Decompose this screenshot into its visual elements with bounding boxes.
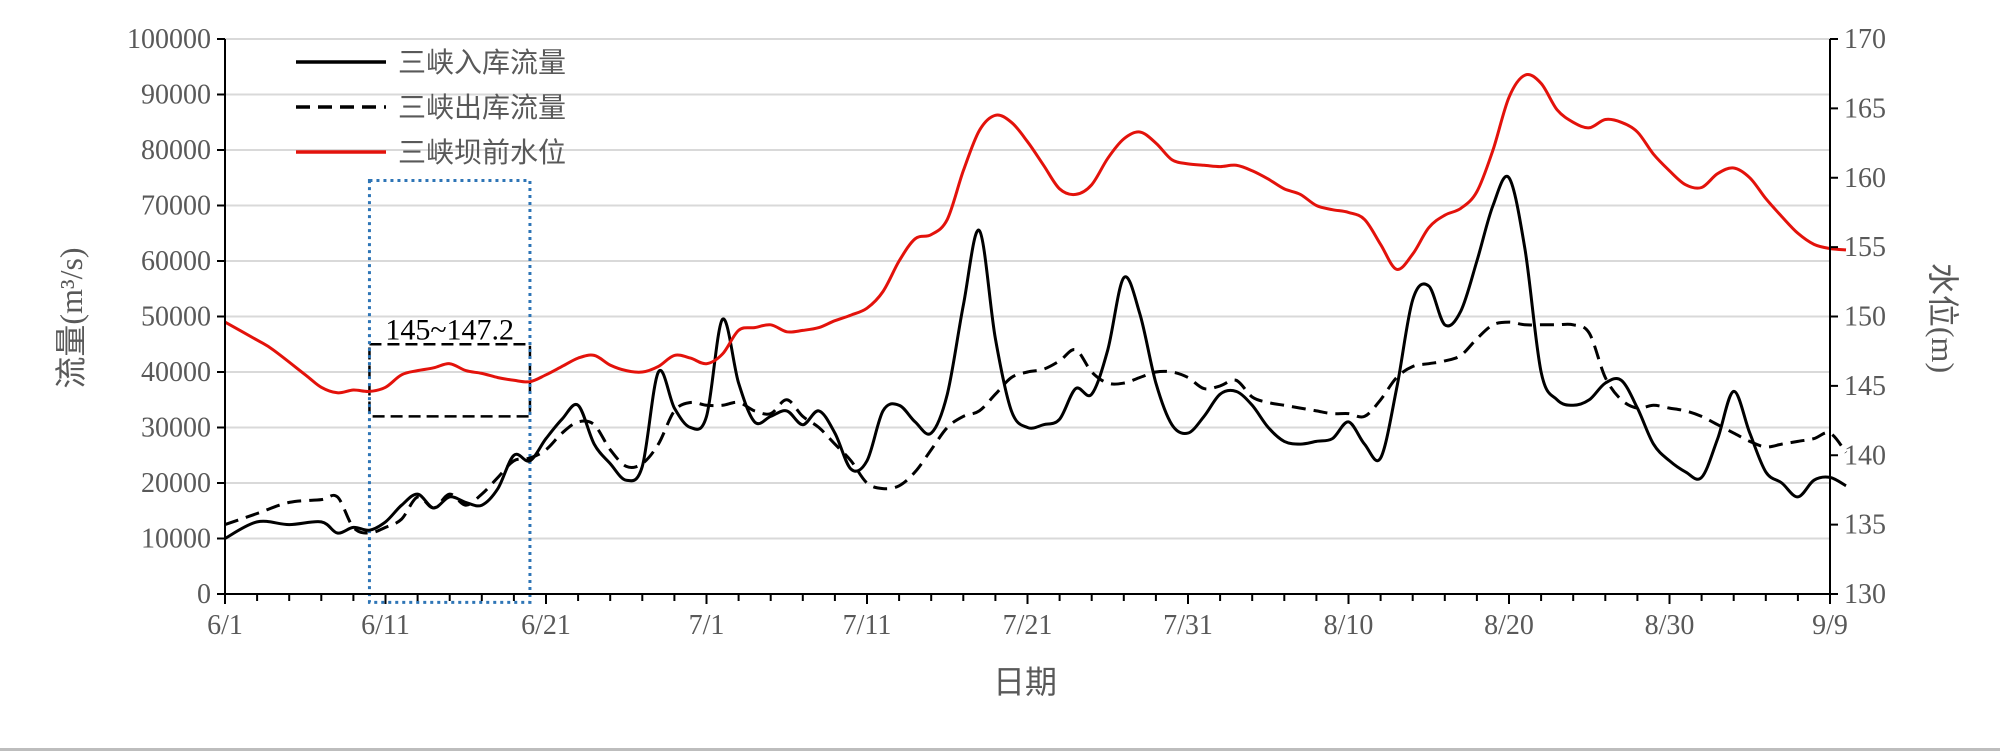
y-right-tick-label: 130 xyxy=(1844,579,1886,610)
y-right-tick-label: 155 xyxy=(1844,232,1886,263)
y-left-tick-label: 70000 xyxy=(141,191,211,222)
y-left-tick-label: 30000 xyxy=(141,413,211,444)
legend-label: 三峡出库流量 xyxy=(398,92,566,124)
legend-inflow: 三峡入库流量 xyxy=(296,47,566,79)
y-left-tick-label: 100000 xyxy=(127,24,211,55)
axes: 0 10000 20000 30000 40000 50000 60000 70000 8000… xyxy=(127,24,1886,641)
x-tick-label: 8/30 xyxy=(1645,610,1695,641)
x-axis-title: 日期 xyxy=(993,664,1057,700)
y-left-tick-label: 20000 xyxy=(141,468,211,499)
legend-outflow: 三峡出库流量 xyxy=(296,92,566,124)
x-tick-label: 7/11 xyxy=(843,610,892,641)
y-left-tick-label: 0 xyxy=(197,579,211,610)
x-tick-label: 8/20 xyxy=(1484,610,1534,641)
y-right-tick-label: 135 xyxy=(1844,510,1886,541)
y-axis-left-title: 流量(m³/s) xyxy=(53,247,89,388)
water-level-range-label: 145~147.2 xyxy=(385,313,514,346)
y-right-tick-label: 150 xyxy=(1844,302,1886,333)
y-left-tick-label: 80000 xyxy=(141,135,211,166)
x-tick-label: 9/9 xyxy=(1812,610,1848,641)
x-tick-label: 6/11 xyxy=(361,610,410,641)
x-tick-label: 7/1 xyxy=(689,610,725,641)
y-right-tick-label: 165 xyxy=(1844,93,1886,124)
legend-label: 三峡坝前水位 xyxy=(398,137,566,169)
legend-water-level: 三峡坝前水位 xyxy=(296,137,566,169)
y-left-tick-label: 60000 xyxy=(141,246,211,277)
x-tick-label: 6/1 xyxy=(207,610,243,641)
water-level-range-box xyxy=(368,343,532,418)
outflow-series-line xyxy=(224,320,1848,535)
y-left-tick-label: 10000 xyxy=(141,524,211,555)
y-right-tick-label: 170 xyxy=(1844,24,1886,55)
bottom-divider xyxy=(0,748,2000,751)
x-tick-label: 8/10 xyxy=(1324,610,1374,641)
x-tick-label: 6/21 xyxy=(521,610,571,641)
gridlines xyxy=(225,38,1830,540)
y-left-tick-label: 40000 xyxy=(141,357,211,388)
y-left-tick-label: 50000 xyxy=(141,302,211,333)
water-level-series-line xyxy=(224,73,1847,395)
x-tick-label: 7/31 xyxy=(1163,610,1213,641)
y-right-tick-label: 160 xyxy=(1844,163,1886,194)
inflow-series-line xyxy=(224,174,1847,540)
legend-label: 三峡入库流量 xyxy=(398,47,566,79)
x-tick-label: 7/21 xyxy=(1003,610,1053,641)
y-axis-right-title: 水位(m) xyxy=(1925,263,1961,373)
y-right-tick-label: 145 xyxy=(1844,371,1886,402)
y-left-tick-label: 90000 xyxy=(141,80,211,111)
y-right-tick-label: 140 xyxy=(1844,440,1886,471)
series-layer xyxy=(224,73,1848,540)
